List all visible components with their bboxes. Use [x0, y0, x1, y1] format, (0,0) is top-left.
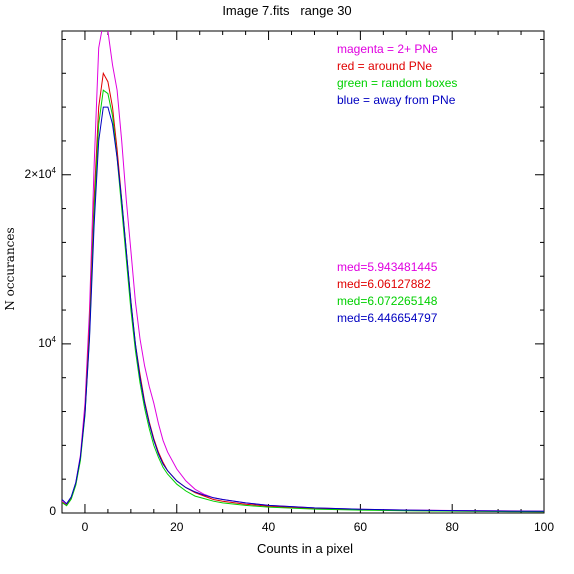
axis-ticks: [62, 31, 545, 514]
chart-title: Image 7.fits range 30: [222, 3, 352, 18]
x-tick-label: 0: [81, 520, 89, 534]
y-axis-label: N occurances: [3, 227, 17, 311]
median-label: med=5.943481445: [337, 260, 438, 274]
median-label: med=6.072265148: [337, 294, 438, 308]
y-tick-label: 2×104: [24, 165, 56, 181]
x-tick-label: 100: [533, 520, 555, 534]
x-tick-label: 40: [261, 520, 276, 534]
plot-frame: [61, 30, 545, 514]
series-blue: [62, 106, 544, 512]
legend-entry: green = random boxes: [337, 76, 458, 90]
x-tick-label: 80: [445, 520, 459, 534]
y-tick-label: 104: [38, 334, 56, 350]
legend-entry: blue = away from PNe: [337, 93, 456, 107]
x-tick-label: 20: [170, 520, 184, 534]
x-axis-label: Counts in a pixel: [256, 541, 354, 556]
x-tick-label: 60: [353, 520, 368, 534]
median-label: med=6.06127882: [337, 277, 431, 291]
legend-entry: red = around PNe: [337, 59, 433, 73]
series-green: [62, 89, 544, 513]
y-tick-label: 0: [49, 504, 56, 518]
series-lines: [62, 31, 544, 513]
median-label: med=6.446654797: [337, 311, 438, 325]
series-magenta: [62, 31, 544, 512]
legend-entry: magenta = 2+ PNe: [337, 42, 438, 56]
